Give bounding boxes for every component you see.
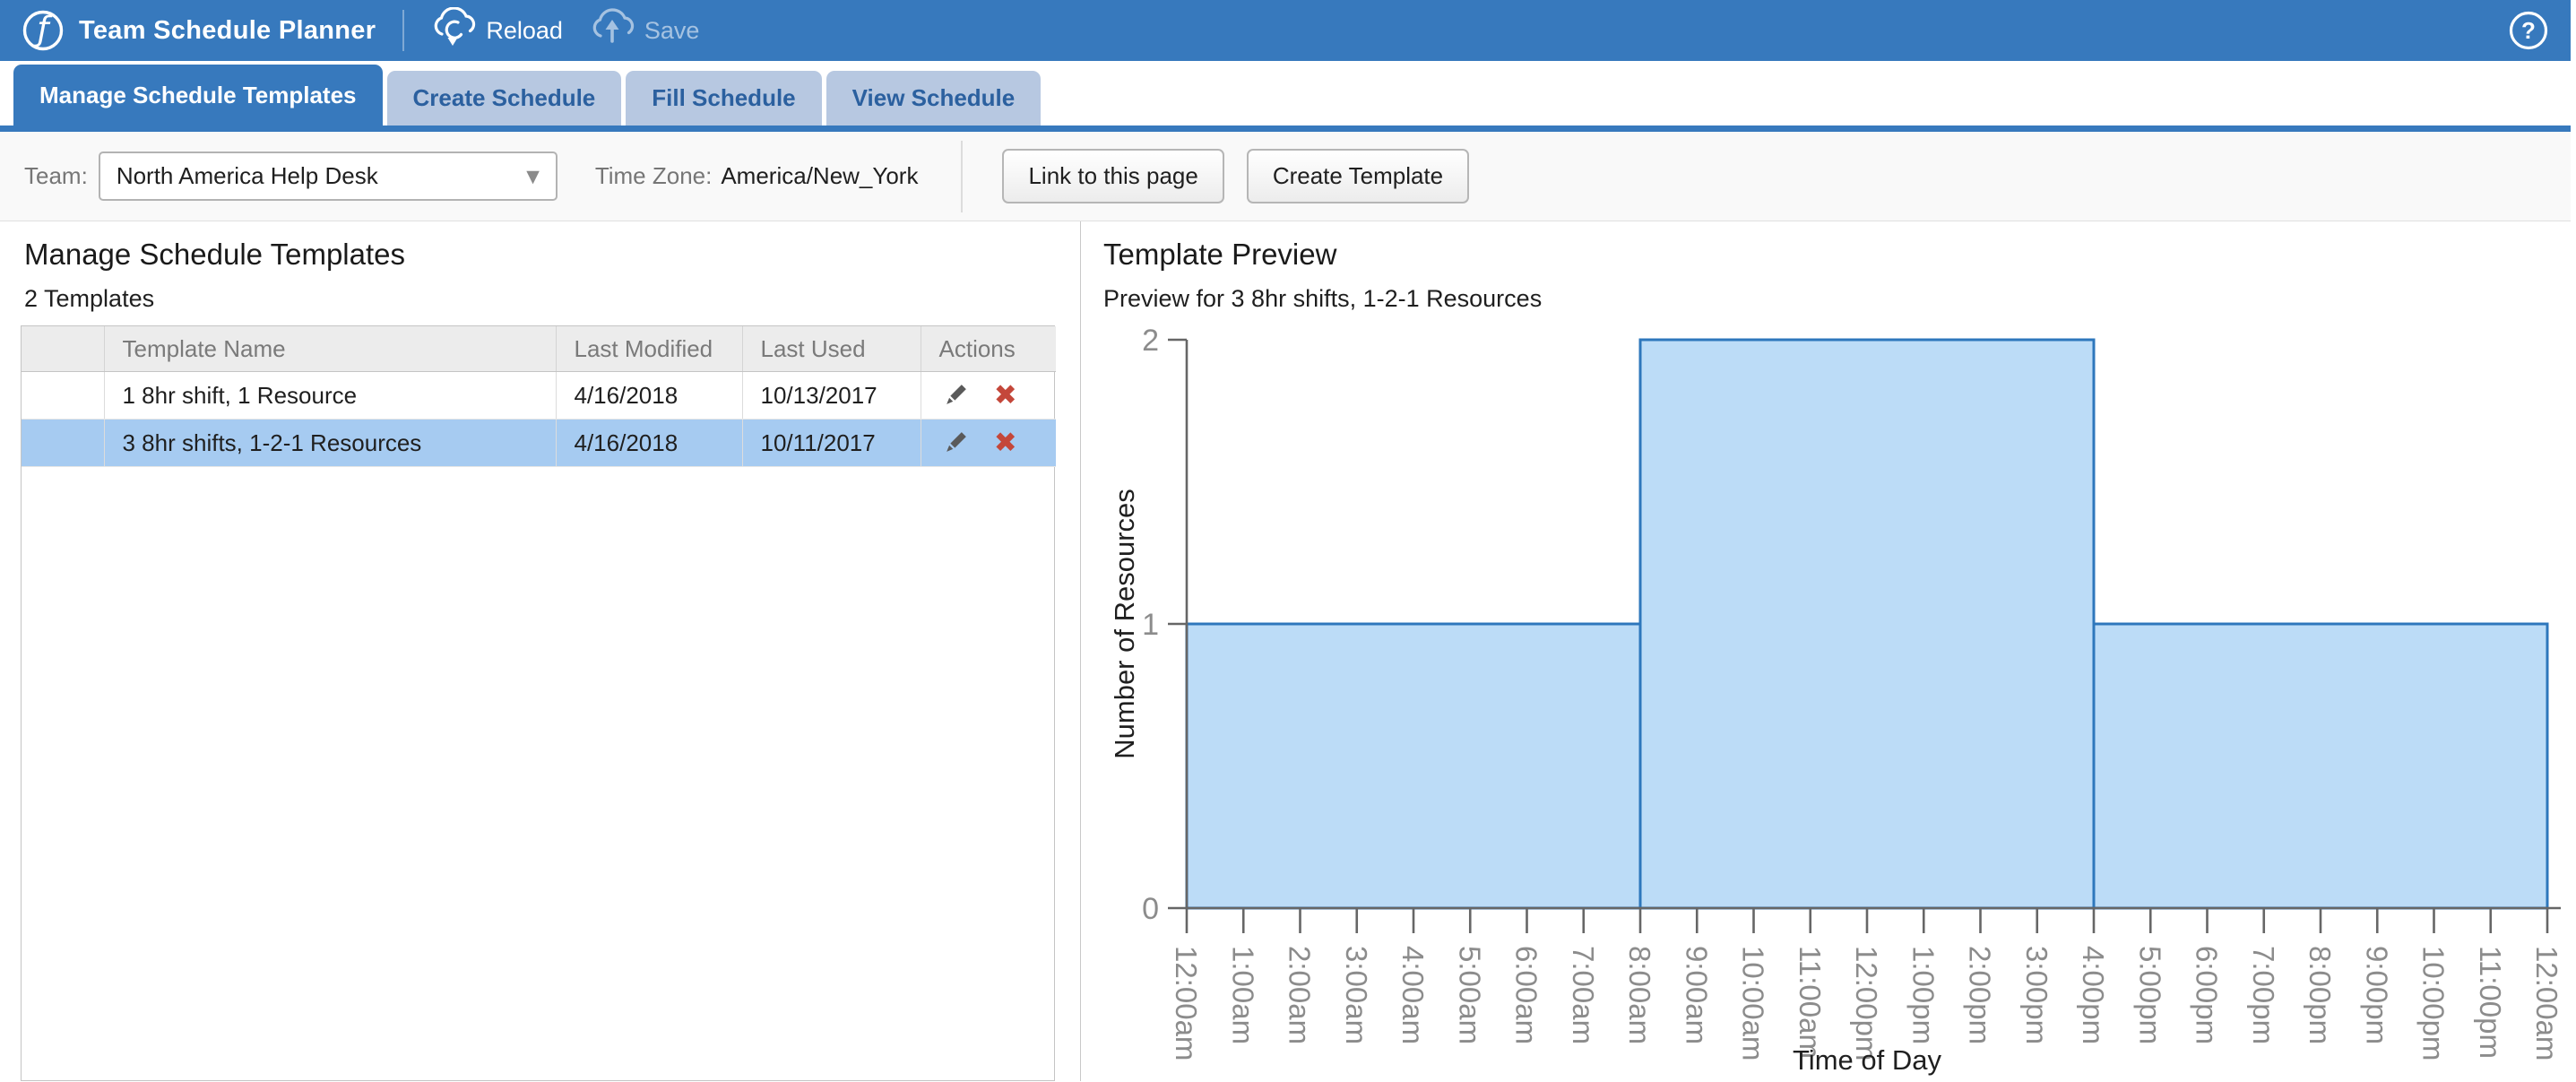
reload-button[interactable]: Reload [429, 5, 563, 55]
help-icon: ? [2509, 11, 2548, 50]
delete-x-icon: ✖ [993, 426, 1017, 459]
col-selector [22, 326, 105, 372]
actions-cell: ✖ [921, 419, 1056, 467]
pencil-icon [946, 431, 966, 452]
svg-text:12:00pm: 12:00pm [1850, 946, 1883, 1060]
svg-text:8:00pm: 8:00pm [2304, 946, 2337, 1044]
cloud-save-icon [588, 7, 635, 55]
edit-template-button[interactable] [943, 428, 970, 458]
tab-fill-schedule[interactable]: Fill Schedule [626, 71, 822, 126]
tab-view-schedule[interactable]: View Schedule [826, 71, 1042, 126]
create-template-button[interactable]: Create Template [1246, 149, 1470, 203]
templates-table: Template Name Last Modified Last Used Ac… [21, 325, 1056, 1081]
tab-bar: Manage Schedule Templates Create Schedul… [0, 61, 2571, 132]
svg-text:4:00am: 4:00am [1396, 946, 1430, 1044]
svg-text:9:00pm: 9:00pm [2360, 946, 2393, 1044]
app-title: Team Schedule Planner [79, 15, 376, 45]
app-logo-icon: ƒ [22, 9, 65, 52]
svg-text:Time of Day: Time of Day [1793, 1044, 1941, 1076]
template-name-cell: 1 8hr shift, 1 Resource [104, 371, 557, 420]
col-last-used: Last Used [742, 326, 921, 372]
help-button[interactable]: ? [2508, 10, 2549, 51]
actions-cell: ✖ [921, 371, 1056, 420]
svg-text:9:00am: 9:00am [1680, 946, 1713, 1044]
last-modified-cell: 4/16/2018 [556, 419, 743, 467]
team-select[interactable]: North America Help Desk ▼ [98, 151, 558, 201]
svg-text:11:00am: 11:00am [1794, 946, 1827, 1059]
template-name-cell: 3 8hr shifts, 1-2-1 Resources [104, 419, 557, 467]
toolbar-divider [961, 140, 964, 212]
save-button[interactable]: Save [588, 7, 700, 55]
team-select-value: North America Help Desk [116, 162, 378, 189]
row-selector-cell [22, 419, 105, 467]
content: Manage Schedule Templates 2 Templates Te… [0, 221, 2571, 1081]
timezone-value: America/New_York [721, 162, 919, 189]
last-modified-cell: 4/16/2018 [556, 371, 743, 420]
reload-label: Reload [486, 16, 563, 44]
svg-text:ƒ: ƒ [31, 10, 53, 48]
template-row[interactable]: 1 8hr shift, 1 Resource 4/16/2018 10/13/… [22, 371, 1056, 420]
svg-text:12:00am: 12:00am [1170, 946, 1203, 1060]
tab-create-schedule[interactable]: Create Schedule [386, 71, 622, 126]
preview-panel-title: Template Preview [1103, 238, 1337, 271]
template-row-selected[interactable]: 3 8hr shifts, 1-2-1 Resources 4/16/2018 … [22, 419, 1056, 467]
preview-panel: Template Preview Preview for 3 8hr shift… [1081, 221, 2571, 1081]
svg-text:2:00am: 2:00am [1284, 946, 1317, 1044]
last-used-cell: 10/13/2017 [742, 371, 921, 420]
template-preview-chart: 0 1 2 12:00am 1:00am 2:00am 3:00am 4:00am 5:00am… [1109, 324, 2563, 1076]
svg-text:1: 1 [1142, 608, 1159, 642]
row-selector-cell [22, 371, 105, 420]
delete-x-icon: ✖ [993, 378, 1017, 411]
cloud-reload-icon [429, 5, 476, 55]
svg-text:1:00pm: 1:00pm [1906, 946, 1940, 1044]
svg-text:7:00am: 7:00am [1567, 946, 1600, 1044]
link-to-page-button[interactable]: Link to this page [1002, 149, 1224, 203]
svg-text:5:00am: 5:00am [1453, 946, 1486, 1044]
tab-underline [0, 126, 2571, 132]
col-template-name: Template Name [104, 326, 557, 372]
col-last-modified: Last Modified [556, 326, 743, 372]
svg-text:10:00pm: 10:00pm [2417, 946, 2451, 1060]
save-label: Save [644, 16, 700, 44]
svg-text:2: 2 [1142, 324, 1159, 358]
tab-manage-schedule-templates[interactable]: Manage Schedule Templates [13, 65, 383, 126]
tab-strip: Manage Schedule Templates Create Schedul… [13, 65, 1042, 126]
chevron-down-icon: ▼ [526, 166, 540, 186]
app-header: ƒ Team Schedule Planner Reload [0, 0, 2571, 61]
svg-text:3:00am: 3:00am [1340, 946, 1373, 1044]
svg-text:7:00pm: 7:00pm [2247, 946, 2280, 1044]
header-divider [402, 10, 405, 51]
delete-template-button[interactable]: ✖ [993, 426, 1017, 459]
templates-panel: Manage Schedule Templates 2 Templates Te… [0, 221, 1081, 1081]
template-count: 2 Templates [24, 285, 155, 312]
table-header-row: Template Name Last Modified Last Used Ac… [22, 326, 1056, 372]
templates-panel-title: Manage Schedule Templates [24, 238, 406, 271]
svg-text:5:00pm: 5:00pm [2133, 946, 2166, 1044]
last-used-cell: 10/11/2017 [742, 419, 921, 467]
edit-template-button[interactable] [943, 381, 970, 411]
toolbar: Team: North America Help Desk ▼ Time Zon… [0, 132, 2571, 221]
pencil-icon [946, 384, 966, 404]
preview-subtitle: Preview for 3 8hr shifts, 1-2-1 Resource… [1103, 285, 1543, 312]
svg-text:4:00pm: 4:00pm [2077, 946, 2110, 1044]
svg-text:2:00pm: 2:00pm [1964, 946, 1997, 1044]
timezone-label: Time Zone: [594, 162, 713, 189]
svg-text:12:00am: 12:00am [2530, 946, 2563, 1060]
svg-text:0: 0 [1142, 892, 1159, 926]
svg-text:10:00am: 10:00am [1737, 946, 1770, 1060]
col-actions: Actions [921, 326, 1056, 372]
svg-text:11:00pm: 11:00pm [2474, 946, 2507, 1059]
svg-text:Number of Resources: Number of Resources [1109, 489, 1140, 759]
delete-template-button[interactable]: ✖ [993, 378, 1017, 411]
svg-text:?: ? [2521, 17, 2536, 44]
svg-text:6:00pm: 6:00pm [2191, 946, 2224, 1044]
svg-text:8:00am: 8:00am [1623, 946, 1656, 1044]
svg-text:3:00pm: 3:00pm [2020, 946, 2053, 1044]
team-label: Team: [24, 162, 88, 189]
svg-text:6:00am: 6:00am [1510, 946, 1543, 1044]
svg-text:1:00am: 1:00am [1226, 946, 1259, 1044]
